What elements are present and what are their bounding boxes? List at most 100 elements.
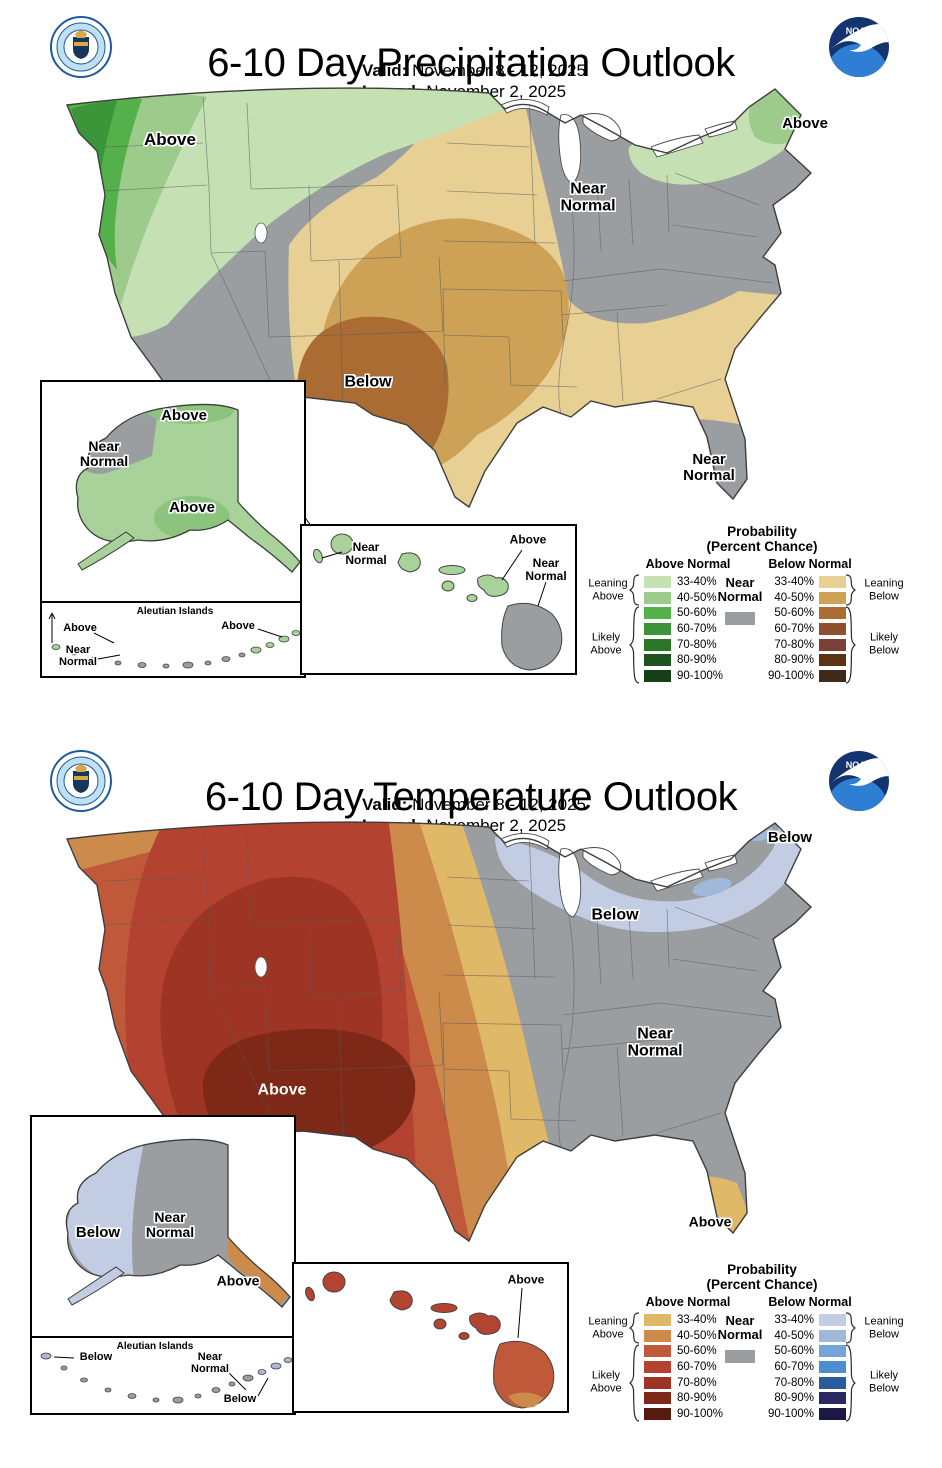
hawaii-islands bbox=[313, 533, 563, 671]
legend-likely-above-label: Likely Above bbox=[590, 1369, 622, 1394]
map-label-near-normal-east: Near Normal bbox=[627, 1025, 683, 1060]
legend-range-label: 60-70% bbox=[774, 1360, 814, 1373]
legend-swatch bbox=[819, 1392, 846, 1405]
legend-range-label: 50-60% bbox=[774, 1345, 814, 1358]
great-salt-lake bbox=[254, 956, 268, 978]
legend-likely-below-label: Likely Below bbox=[869, 1369, 899, 1394]
legend-row: 60-70% bbox=[644, 1359, 723, 1375]
legend-near-normal-label: Near Normal bbox=[717, 575, 763, 605]
legend-range-label: 90-100% bbox=[677, 669, 724, 682]
legend-range-label: 70-80% bbox=[677, 1376, 717, 1389]
aleutian-islands-inset-temp: Aleutian Islands Below Near Normal Below bbox=[30, 1336, 296, 1415]
alaska-label-above-north: Above bbox=[161, 406, 207, 424]
legend-leaning-above-label: Leaning Above bbox=[588, 1315, 628, 1340]
dept-of-commerce-seal-icon bbox=[49, 749, 113, 818]
map-label-above-northwest: Above bbox=[144, 129, 196, 149]
brace-leaning-above bbox=[629, 574, 640, 606]
legend-likely-above-label: Likely Above bbox=[590, 631, 622, 656]
hawaii-label-above: Above bbox=[509, 532, 547, 547]
alaska-label-above-south: Above bbox=[169, 498, 215, 516]
aleutian-label-below-left: Below bbox=[79, 1351, 113, 1364]
legend-row: 33-40% bbox=[768, 1312, 846, 1328]
conus-outline bbox=[65, 821, 813, 1243]
brace-likely-below bbox=[845, 606, 856, 684]
legend-near-normal-label: Near Normal bbox=[717, 1313, 763, 1343]
legend-row: 60-70% bbox=[768, 1359, 846, 1375]
hawaii-label-near-normal-big-island: Near Normal bbox=[525, 556, 567, 583]
legend-likely-below-label: Likely Below bbox=[869, 631, 899, 656]
legend-row: 50-60% bbox=[768, 605, 846, 621]
legend-leaning-below-label: Leaning Below bbox=[864, 1315, 904, 1340]
legend-swatch bbox=[819, 607, 846, 620]
legend-subtitle: (Percent Chance) bbox=[706, 539, 818, 554]
legend-above-rows: 33-40% 40-50% 50-60% 60-70% 70-80% 80-90% 90-1… bbox=[644, 574, 723, 684]
legend-swatch bbox=[819, 591, 846, 604]
legend-row: 90-100% bbox=[768, 668, 846, 684]
legend-row: 33-40% bbox=[644, 574, 723, 590]
alaska-label-above: Above bbox=[216, 1272, 260, 1289]
legend-leaning-below-label: Leaning Below bbox=[864, 577, 904, 602]
legend-row: 80-90% bbox=[644, 652, 723, 668]
legend-range-label: 50-60% bbox=[774, 607, 814, 620]
legend-swatch bbox=[819, 638, 846, 651]
legend-swatch bbox=[819, 1376, 846, 1389]
legend-swatch bbox=[819, 1407, 846, 1420]
hawaii-pointer-lines bbox=[517, 1287, 523, 1339]
valid-label: Valid: bbox=[362, 795, 408, 814]
legend-range-label: 40-50% bbox=[774, 1329, 814, 1342]
precipitation-outlook-panel: 6-10 Day Precipitation Outlook Valid: No… bbox=[40, 16, 904, 684]
legend-row: 33-40% bbox=[768, 574, 846, 590]
page-title: 6-10 Day Precipitation Outlook bbox=[207, 40, 735, 85]
map-label-above-west: Above bbox=[257, 1081, 307, 1099]
legend-below-header: Below Normal bbox=[768, 1295, 852, 1309]
legend-range-label: 40-50% bbox=[677, 1329, 717, 1342]
legend-above-rows: 33-40% 40-50% 50-60% 60-70% 70-80% 80-90% 90-1… bbox=[644, 1312, 723, 1422]
florida-tip-above-region bbox=[714, 492, 728, 506]
brace-likely-below bbox=[845, 1344, 856, 1422]
alaska-inset-precip: Near Normal Above Above bbox=[40, 380, 306, 603]
state-borders bbox=[102, 94, 774, 416]
legend-range-label: 40-50% bbox=[774, 591, 814, 604]
above-50-60-region bbox=[67, 97, 142, 270]
legend-range-label: 80-90% bbox=[677, 654, 717, 667]
legend-swatch bbox=[819, 669, 846, 682]
legend-row: 40-50% bbox=[644, 1328, 723, 1344]
legend-range-label: 90-100% bbox=[768, 1407, 815, 1420]
legend-range-label: 70-80% bbox=[774, 638, 814, 651]
legend-range-label: 70-80% bbox=[677, 638, 717, 651]
svg-text:NOAA: NOAA bbox=[846, 26, 873, 36]
legend-swatch bbox=[644, 607, 671, 620]
legend-swatch bbox=[644, 669, 671, 682]
legend-range-label: 33-40% bbox=[774, 575, 814, 588]
aleutian-label-below-right: Below bbox=[223, 1393, 257, 1406]
great-lakes bbox=[500, 99, 738, 184]
map-label-below-michigan: Below bbox=[591, 906, 639, 924]
map-label-above-florida: Above bbox=[688, 1213, 732, 1230]
legend-swatch bbox=[819, 575, 846, 588]
legend-swatch bbox=[644, 1329, 671, 1342]
noaa-logo-icon: NOAA bbox=[827, 749, 891, 818]
legend-title: Probability bbox=[727, 524, 797, 539]
legend-range-label: 50-60% bbox=[677, 607, 717, 620]
aleutian-islands-inset-precip: Aleutian Islands Above Near Normal Above bbox=[40, 601, 306, 678]
legend-swatch bbox=[819, 654, 846, 667]
legend-range-label: 50-60% bbox=[677, 1345, 717, 1358]
legend-range-label: 40-50% bbox=[677, 591, 717, 604]
legend-range-label: 70-80% bbox=[774, 1376, 814, 1389]
aleutian-label-above-left: Above bbox=[63, 622, 97, 635]
aleutian-pointer-lines bbox=[48, 612, 283, 660]
alaska-outline bbox=[65, 1138, 291, 1308]
svg-text:NOAA: NOAA bbox=[846, 760, 873, 770]
legend-range-label: 60-70% bbox=[677, 1360, 717, 1373]
legend-row: 40-50% bbox=[768, 1328, 846, 1344]
temperature-outlook-panel: 6-10 Day Temperature Outlook Valid: Nove… bbox=[0, 734, 942, 1468]
legend-range-label: 33-40% bbox=[774, 1313, 814, 1326]
legend-range-label: 90-100% bbox=[768, 669, 815, 682]
legend-swatch bbox=[644, 654, 671, 667]
hawaii-inset-temp: Above bbox=[292, 1262, 569, 1413]
valid-value: November 8 - 12, 2025 bbox=[412, 61, 586, 80]
alaska-near-normal-region bbox=[82, 410, 158, 474]
hawaii-islands bbox=[305, 1271, 555, 1409]
big-island-above bbox=[493, 1340, 555, 1409]
legend-range-label: 33-40% bbox=[677, 1313, 717, 1326]
